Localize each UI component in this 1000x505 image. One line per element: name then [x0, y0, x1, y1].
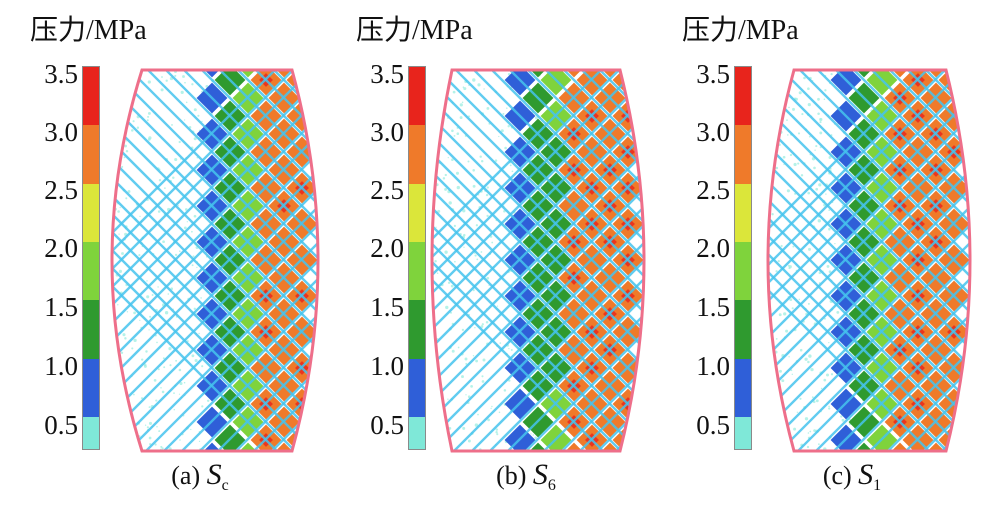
colorbar-tick-label: 0.5	[44, 410, 78, 440]
colorbar-segment	[83, 67, 99, 126]
colorbar-segment	[735, 416, 751, 449]
caption-subscript: 1	[873, 477, 882, 494]
colorbar-tick-label: 3.0	[696, 117, 730, 147]
caption-symbol: S	[206, 458, 222, 491]
caption-subscript: c	[221, 477, 229, 494]
colorbar-title: 压力/MPa	[356, 15, 473, 46]
colorbar-tick-label: 3.0	[44, 117, 78, 147]
colorbar-segment	[409, 358, 425, 417]
colorbar	[408, 66, 426, 450]
pressure-map	[430, 68, 646, 453]
colorbar-tick-label: 2.5	[44, 175, 78, 205]
colorbar-segment	[409, 416, 425, 449]
colorbar-tick-label: 1.5	[370, 292, 404, 322]
panel-caption: (b) S6	[426, 458, 626, 503]
colorbar-tick-label: 3.5	[370, 59, 404, 89]
caption-symbol: S	[858, 458, 874, 491]
panel-caption: (a) Sc	[100, 458, 300, 503]
colorbar-tick-label: 0.5	[370, 410, 404, 440]
colorbar-segment	[735, 183, 751, 242]
colorbar-tick-label: 3.5	[44, 59, 78, 89]
colorbar-segment	[83, 300, 99, 359]
colorbar-segment	[83, 358, 99, 417]
colorbar-title: 压力/MPa	[682, 15, 799, 46]
colorbar-segment	[83, 183, 99, 242]
colorbar-segment	[735, 300, 751, 359]
colorbar-title: 压力/MPa	[30, 15, 147, 46]
colorbar-tick-label: 1.0	[44, 351, 78, 381]
colorbar-segment	[83, 241, 99, 301]
colorbar-segment	[409, 125, 425, 184]
colorbar-segment	[83, 416, 99, 449]
colorbar-tick-label: 2.5	[370, 175, 404, 205]
colorbar-tick-label: 0.5	[696, 410, 730, 440]
panel-caption: (c) S1	[752, 458, 952, 503]
caption-prefix: (b)	[496, 461, 527, 490]
colorbar-tick-label: 1.0	[696, 351, 730, 381]
caption-prefix: (c)	[822, 461, 852, 490]
colorbar-tick-label: 2.5	[696, 175, 730, 205]
colorbar-tick-label: 3.5	[696, 59, 730, 89]
colorbar-tick-label: 3.0	[370, 117, 404, 147]
colorbar-tick-label: 1.0	[370, 351, 404, 381]
colorbar	[82, 66, 100, 450]
colorbar-tick-label: 2.0	[44, 233, 78, 263]
colorbar-segment	[409, 67, 425, 126]
pressure-map	[766, 68, 972, 453]
caption-symbol: S	[532, 458, 548, 491]
colorbar-segment	[735, 67, 751, 126]
pressure-map	[110, 68, 320, 453]
panel-a: 压力/MPa 3.5 3.0 2.5 2.0 1.5 1.0 0.5 (a) S…	[0, 0, 330, 505]
colorbar-segment	[735, 241, 751, 301]
colorbar-segment	[409, 183, 425, 242]
caption-subscript: 6	[547, 477, 556, 494]
caption-prefix: (a)	[171, 461, 201, 490]
panel-b: 压力/MPa 3.5 3.0 2.5 2.0 1.5 1.0 0.5 (b) S…	[326, 0, 656, 505]
colorbar	[734, 66, 752, 450]
colorbar-segment	[409, 300, 425, 359]
colorbar-tick-label: 2.0	[696, 233, 730, 263]
colorbar-tick-label: 1.5	[44, 292, 78, 322]
colorbar-segment	[735, 125, 751, 184]
colorbar-tick-label: 2.0	[370, 233, 404, 263]
panel-c: 压力/MPa 3.5 3.0 2.5 2.0 1.5 1.0 0.5 (c) S…	[652, 0, 982, 505]
colorbar-segment	[735, 358, 751, 417]
colorbar-segment	[83, 125, 99, 184]
colorbar-segment	[409, 241, 425, 301]
colorbar-tick-label: 1.5	[696, 292, 730, 322]
